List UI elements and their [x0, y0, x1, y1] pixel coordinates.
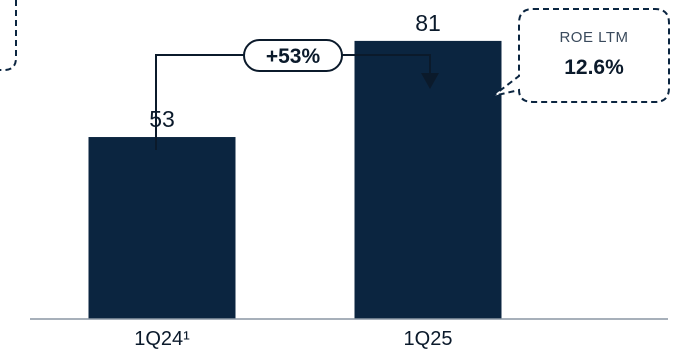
- category-label-1q24: 1Q24¹: [134, 328, 190, 350]
- roe-callout-value: 12.6%: [564, 56, 624, 79]
- category-label-1q25: 1Q25: [404, 328, 453, 350]
- partial-callout-box: [0, 0, 16, 70]
- value-label-1q25: 81: [415, 10, 441, 36]
- bar-1q24: [89, 137, 236, 319]
- value-label-1q24: 53: [149, 106, 175, 132]
- roe-callout-title: ROE LTM: [559, 29, 628, 46]
- growth-label: +53%: [266, 45, 321, 68]
